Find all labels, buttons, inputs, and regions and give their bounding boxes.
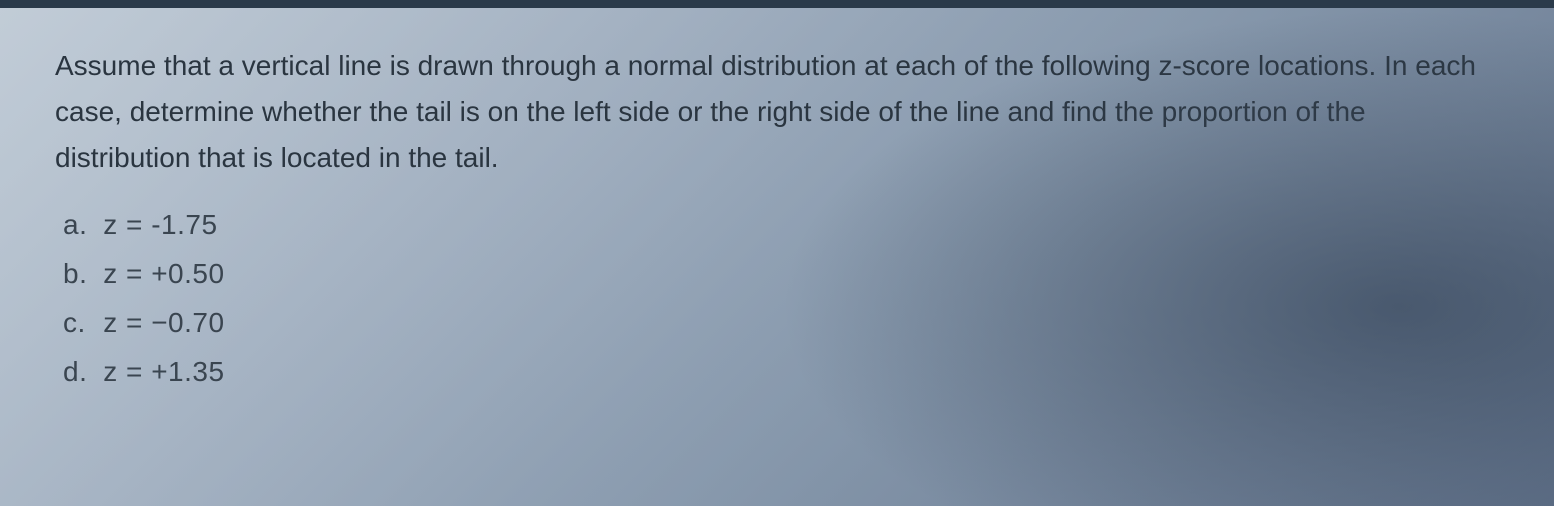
- option-text-b: z = +0.50: [103, 258, 224, 289]
- window-top-bar: [0, 0, 1554, 8]
- question-panel: Assume that a vertical line is drawn thr…: [0, 8, 1554, 506]
- option-label-d: d.: [63, 347, 95, 396]
- prompt-line-3: located in the tail.: [281, 142, 499, 173]
- option-b: b. z = +0.50: [63, 249, 1499, 298]
- option-text-a: z = -1.75: [103, 209, 217, 240]
- options-list: a. z = -1.75 b. z = +0.50 c. z = −0.70 d…: [55, 200, 1499, 396]
- option-text-c: z = −0.70: [103, 307, 224, 338]
- option-a: a. z = -1.75: [63, 200, 1499, 249]
- question-prompt: Assume that a vertical line is drawn thr…: [55, 43, 1499, 182]
- option-label-b: b.: [63, 249, 95, 298]
- prompt-line-2: determine whether the tail is on the lef…: [55, 96, 1366, 173]
- option-label-c: c.: [63, 298, 95, 347]
- option-label-a: a.: [63, 200, 95, 249]
- option-d: d. z = +1.35: [63, 347, 1499, 396]
- option-text-d: z = +1.35: [103, 356, 224, 387]
- option-c: c. z = −0.70: [63, 298, 1499, 347]
